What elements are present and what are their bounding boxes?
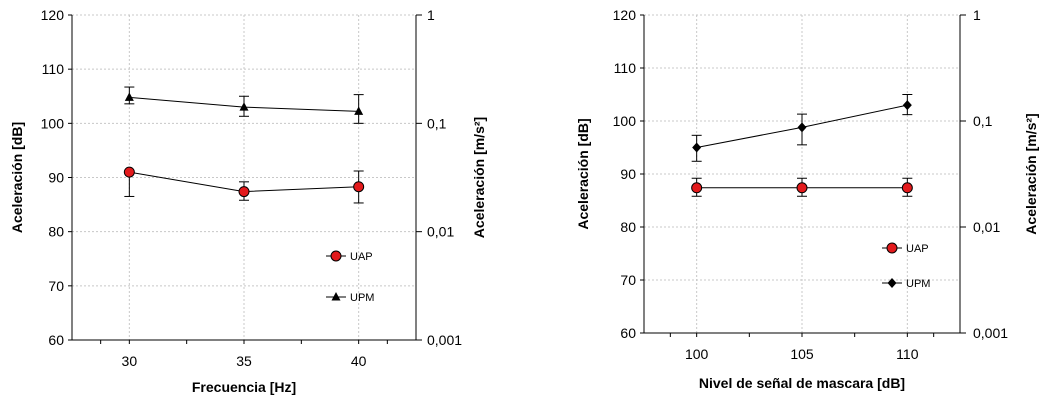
y-tick-label: 120 (613, 7, 637, 23)
y-tick-label: 80 (48, 224, 64, 240)
y2-tick-label: 0,001 (427, 332, 462, 348)
data-point (123, 166, 135, 178)
legend-label: UAP (906, 243, 929, 255)
legend-label: UPM (906, 278, 930, 290)
y-tick-label: 110 (42, 61, 65, 77)
y-tick-label: 90 (48, 170, 64, 186)
y-axis-label: Aceleración [dB] (9, 122, 25, 233)
chart-2: 60 70 80 90 100 110 120 100 105 110 1 0,1 0,01 0,001 N… (575, 7, 1039, 391)
legend-marker (886, 242, 898, 254)
y2-axis-label: Aceleración [m/s²] (1023, 113, 1039, 234)
x-tick-label: 30 (122, 353, 138, 369)
x-tick-label: 105 (790, 346, 814, 362)
data-point (797, 122, 807, 133)
y2-tick-label: 0,1 (427, 115, 447, 131)
legend-marker (331, 292, 341, 301)
legend-label: UAP (350, 251, 373, 263)
series-upm (124, 86, 364, 124)
y2-tick-label: 0,001 (973, 325, 1008, 341)
y2-tick-label: 0,01 (973, 219, 1000, 235)
y-tick-label: 100 (613, 113, 637, 129)
data-point (901, 182, 913, 194)
y2-tick-label: 0,01 (427, 224, 454, 240)
x-tick-label: 40 (351, 353, 367, 369)
data-point (239, 102, 249, 111)
series-uap (123, 166, 365, 204)
y-tick-label: 60 (48, 332, 64, 348)
data-point (354, 106, 364, 115)
x-tick-label: 110 (896, 346, 919, 362)
y2-tick-label: 1 (427, 7, 435, 23)
x-tick-label: 100 (685, 346, 709, 362)
y-tick-label: 120 (41, 7, 65, 23)
y-axis-label: Aceleración [dB] (575, 118, 591, 229)
data-point (902, 100, 912, 111)
legend-marker (330, 250, 342, 262)
y-tick-label: 70 (620, 272, 636, 288)
series-uap (691, 177, 913, 197)
y-tick-label: 100 (41, 115, 65, 131)
data-point (124, 92, 134, 101)
data-point (691, 182, 703, 194)
y2-tick-label: 1 (973, 7, 981, 23)
chart-1: 60 70 80 90 100 110 120 30 35 40 1 0,1 0,01 0,001 Frec… (9, 7, 487, 395)
y2-axis-label: Aceleración [m/s²] (471, 117, 487, 238)
data-point (692, 142, 702, 153)
y2-tick-label: 0,1 (973, 113, 993, 129)
y-tick-label: 90 (620, 166, 636, 182)
x-tick-label: 35 (236, 353, 252, 369)
data-point (796, 182, 808, 194)
series-upm (691, 94, 913, 162)
data-point (353, 181, 365, 193)
y-tick-label: 110 (614, 60, 637, 76)
y-tick-label: 70 (48, 278, 64, 294)
x-axis-label: Nivel de señal de mascara [dB] (699, 375, 905, 391)
y-tick-label: 60 (620, 325, 636, 341)
x-axis-label: Frecuencia [Hz] (192, 379, 296, 395)
data-point (238, 186, 250, 198)
legend-marker (887, 278, 897, 288)
y-tick-label: 80 (620, 219, 636, 235)
legend-label: UPM (350, 292, 374, 304)
